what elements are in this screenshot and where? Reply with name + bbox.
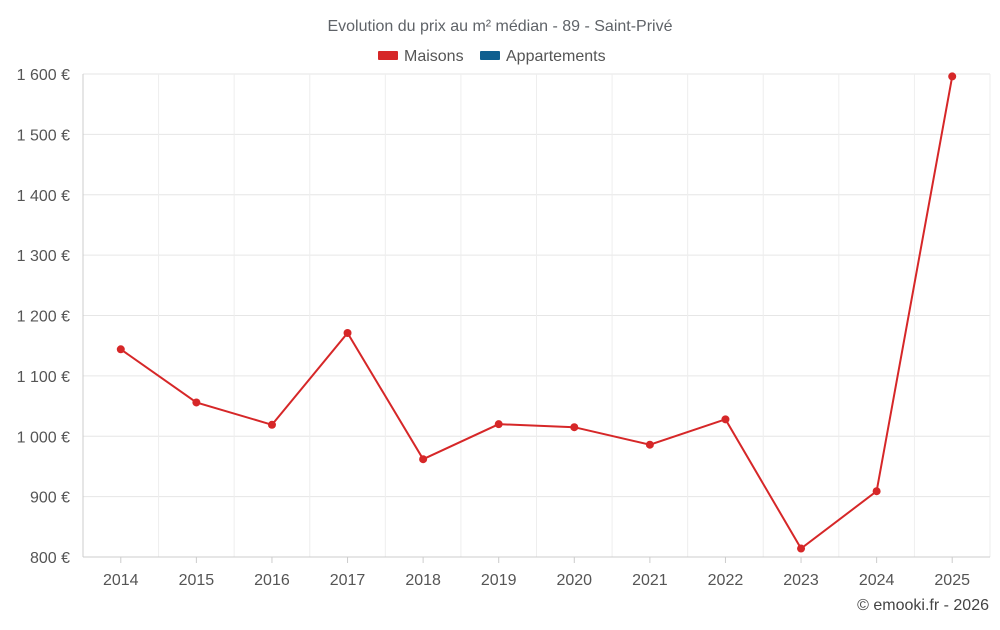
y-tick-label: 900 € [30,490,70,507]
x-tick-label: 2024 [859,572,895,589]
legend-swatch-appartements [480,51,500,60]
y-tick-label: 1 600 € [17,67,70,84]
x-tick-label: 2015 [179,572,215,589]
x-tick-label: 2018 [405,572,441,589]
x-tick-label: 2021 [632,572,668,589]
y-tick-label: 1 200 € [17,309,70,326]
x-tick-label: 2019 [481,572,517,589]
x-tick-label: 2020 [556,572,592,589]
x-tick-label: 2017 [330,572,366,589]
credit-text: © emooki.fr - 2026 [857,597,989,614]
legend-item-maisons[interactable]: Maisons [378,48,464,65]
series-layer [116,72,957,553]
grid [82,73,991,558]
data-point-2021[interactable] [645,440,654,449]
legend-label-appartements: Appartements [506,48,606,65]
legend-swatch-maisons [378,51,398,60]
legend-label-maisons: Maisons [404,48,464,65]
data-point-2023[interactable] [797,544,806,553]
data-point-2014[interactable] [116,345,125,354]
y-tick-label: 1 100 € [17,369,70,386]
x-tick-label: 2023 [783,572,819,589]
y-tick-label: 1 500 € [17,127,70,144]
data-point-2017[interactable] [343,329,352,338]
series-line-maisons [120,76,954,551]
axes: 800 € 900 € 1 000 € 1 100 € 1 200 € 1 300 € 1 … [17,67,990,589]
legend-item-appartements[interactable]: Appartements [480,48,606,65]
y-tick-label: 1 000 € [17,429,70,446]
data-point-2024[interactable] [872,487,881,496]
data-point-2015[interactable] [192,398,201,407]
x-tick-label: 2014 [103,572,139,589]
data-point-2022[interactable] [721,415,730,424]
chart-legend: Maisons Appartements [378,48,606,65]
data-point-2019[interactable] [494,420,503,429]
y-tick-label: 1 300 € [17,248,70,265]
data-point-2025[interactable] [948,72,957,81]
x-tick-label: 2022 [708,572,744,589]
y-tick-label: 1 400 € [17,188,70,205]
x-tick-label: 2016 [254,572,290,589]
data-point-2020[interactable] [570,423,579,432]
data-point-2018[interactable] [419,455,428,464]
chart-title: Evolution du prix au m² médian - 89 - Sa… [327,18,672,35]
y-tick-label: 800 € [30,550,70,567]
data-point-2016[interactable] [267,420,276,429]
x-tick-label: 2025 [934,572,970,589]
